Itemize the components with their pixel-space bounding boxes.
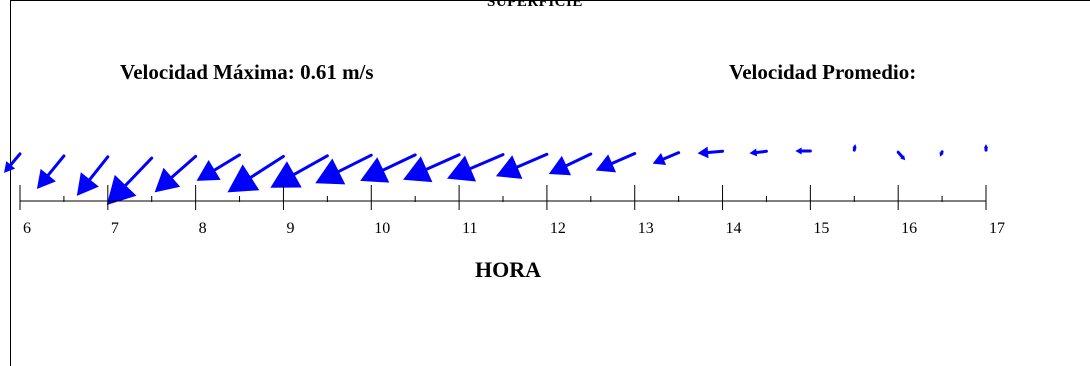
vector-head (852, 144, 857, 149)
vector-shaft (564, 152, 593, 168)
vector-shaft (425, 153, 461, 171)
vector-shaft (124, 156, 154, 187)
vector-head (360, 157, 390, 183)
max-speed-value: 0.61 m/s (300, 60, 374, 84)
vector-head (548, 155, 572, 176)
vector-head (270, 161, 302, 188)
vector-shaft (9, 152, 22, 167)
vector-head (76, 172, 99, 196)
max-speed-label: Velocidad Máxima: (120, 60, 295, 84)
vector-shaft (46, 154, 66, 177)
vector-shaft (662, 151, 681, 161)
max-speed-stat: Velocidad Máxima: 0.61 m/s (120, 60, 374, 85)
vector-head (749, 148, 758, 157)
wind-vector (227, 154, 285, 193)
x-tick-label: 12 (550, 220, 566, 237)
vector-shaft (170, 154, 198, 179)
x-tick-label: 6 (23, 220, 31, 237)
vector-head (900, 155, 906, 161)
x-tick-label: 7 (111, 220, 119, 237)
x-axis: 6 7 8 9 10 11 12 13 14 15 16 17 (19, 185, 1005, 237)
vector-head (106, 174, 137, 206)
vector-shaft (213, 153, 242, 172)
vector-head (403, 156, 433, 183)
vector-head (196, 160, 221, 181)
wind-vector (652, 151, 681, 166)
avg-speed-label: Velocidad Promedio: (729, 60, 917, 84)
vector-head (697, 146, 709, 159)
arrows-layer (4, 144, 989, 206)
wind-vector (270, 154, 329, 188)
chart-title: SUPERFICIE (487, 0, 583, 10)
vector-shaft (381, 153, 417, 172)
x-tick-label: 8 (199, 220, 207, 237)
vector-shaft (755, 149, 768, 154)
wind-vector (852, 144, 857, 152)
vector-shaft (337, 153, 373, 173)
wind-vector (697, 146, 725, 159)
wind-vector (76, 155, 110, 196)
x-tick-label: 14 (726, 220, 742, 237)
wind-vector (315, 153, 373, 185)
vector-shaft (610, 152, 637, 165)
wind-vector (896, 150, 906, 161)
vector-head (652, 153, 667, 166)
vector-head (154, 167, 181, 193)
vector-head (315, 158, 346, 185)
vector-head (36, 168, 56, 189)
wind-vector (939, 150, 944, 157)
vector-shaft (940, 150, 944, 155)
wind-vector (447, 153, 505, 182)
vector-shaft (469, 153, 505, 171)
wind-vector (983, 144, 989, 152)
vector-head (983, 144, 989, 149)
x-tick-label: 16 (901, 220, 917, 237)
x-axis-label: HORA (475, 257, 541, 282)
x-tick-label: 17 (989, 220, 1005, 237)
x-tick-label: 11 (462, 220, 477, 237)
wind-vector (36, 154, 66, 189)
wind-vector (360, 153, 417, 183)
vector-head (227, 164, 260, 193)
avg-speed-stat: Velocidad Promedio: (729, 60, 916, 85)
x-tick-label: 10 (374, 220, 390, 237)
vector-shaft (515, 152, 549, 169)
vector-shaft (88, 155, 110, 181)
vector-shaft (896, 150, 904, 159)
wind-vector (548, 152, 593, 176)
wind-vector (154, 154, 198, 193)
wind-vector (795, 147, 812, 155)
wind-vector (403, 153, 461, 183)
vector-head (795, 147, 802, 155)
vector-head (4, 161, 16, 173)
vector-shaft (292, 154, 329, 176)
vector-head (447, 155, 477, 182)
wind-vector (4, 152, 22, 173)
x-tick-label: 13 (638, 220, 654, 237)
wind-vector (106, 156, 154, 206)
vector-shaft (249, 154, 285, 179)
wind-vector (595, 152, 637, 173)
wind-vector (495, 152, 549, 179)
x-tick-label: 15 (813, 220, 829, 237)
vector-head (495, 155, 523, 179)
vector-head (939, 152, 944, 157)
wind-vector (196, 153, 242, 181)
x-tick-label: 9 (286, 220, 294, 237)
wind-vector (749, 148, 768, 157)
vector-head (595, 154, 617, 173)
chart-frame (10, 0, 1090, 366)
vector-shaft (706, 149, 725, 154)
